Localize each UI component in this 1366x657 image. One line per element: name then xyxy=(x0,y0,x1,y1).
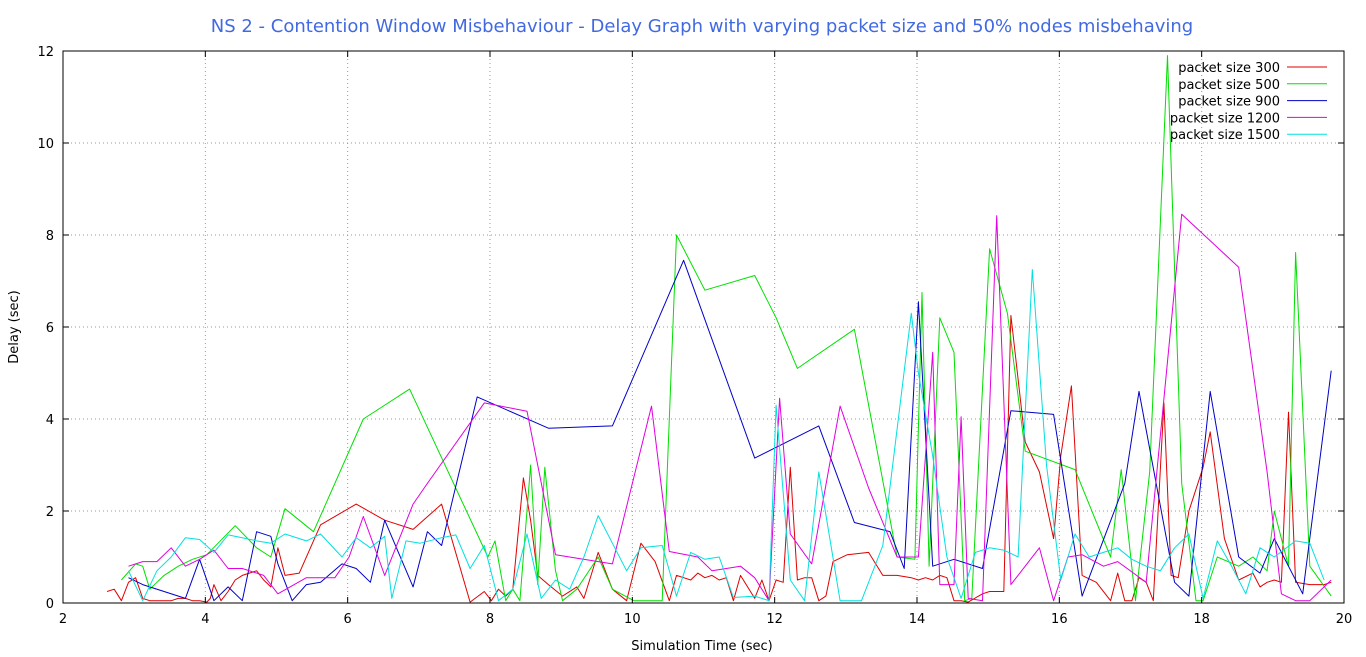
legend-label: packet size 300 xyxy=(1178,61,1280,76)
series-line xyxy=(128,259,1332,602)
x-tick-label: 12 xyxy=(766,612,783,627)
y-tick-label: 0 xyxy=(46,597,54,612)
y-axis-label: Delay (sec) xyxy=(7,290,22,363)
series-line xyxy=(128,269,1325,602)
x-tick-label: 6 xyxy=(344,612,352,627)
series-line xyxy=(128,213,1332,602)
legend-label: packet size 1500 xyxy=(1170,128,1280,143)
x-tick-label: 18 xyxy=(1193,612,1210,627)
x-tick-label: 2 xyxy=(59,612,67,627)
chart-title: NS 2 - Contention Window Misbehaviour - … xyxy=(211,16,1193,37)
x-axis-label: Simulation Time (sec) xyxy=(631,639,772,654)
y-tick-label: 8 xyxy=(46,229,54,244)
x-tick-label: 16 xyxy=(1051,612,1068,627)
y-tick-label: 10 xyxy=(37,137,54,152)
series-line xyxy=(121,55,1332,602)
legend-label: packet size 500 xyxy=(1178,78,1280,93)
y-tick-label: 12 xyxy=(37,45,54,60)
legend: packet size 300 packet size 500 packet siz… xyxy=(1170,61,1327,143)
x-tick-label: 14 xyxy=(909,612,926,627)
y-tick-label: 6 xyxy=(46,321,54,336)
x-tick-label: 4 xyxy=(201,612,209,627)
x-tick-label: 8 xyxy=(486,612,494,627)
x-tick-label: 10 xyxy=(624,612,641,627)
y-tick-label: 4 xyxy=(46,413,54,428)
series-lines xyxy=(106,55,1332,603)
legend-label: packet size 900 xyxy=(1178,95,1280,110)
legend-label: packet size 1200 xyxy=(1170,111,1280,126)
x-tick-label: 20 xyxy=(1336,612,1353,627)
series-line xyxy=(106,315,1332,603)
y-tick-label: 2 xyxy=(46,505,54,520)
